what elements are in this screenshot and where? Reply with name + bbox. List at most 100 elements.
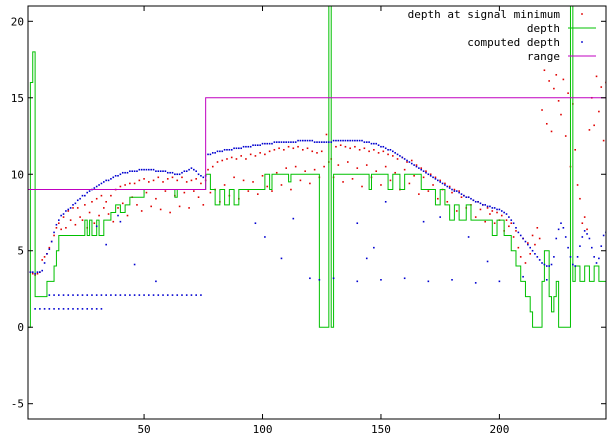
point-computed-depth-249 — [72, 294, 74, 296]
y-tick-label-2: 5 — [17, 245, 24, 258]
point-computed-depth-35 — [112, 176, 115, 179]
point-computed-depth-219 — [548, 265, 550, 267]
point-depth-at-signal-minimum-179 — [453, 188, 456, 191]
point-computed-depth-265 — [148, 294, 150, 296]
point-computed-depth-303 — [545, 279, 548, 281]
point-depth-at-signal-minimum-132 — [342, 181, 344, 183]
point-depth-at-signal-minimum-72 — [200, 182, 202, 185]
point-depth-at-signal-minimum-11 — [55, 227, 58, 229]
point-computed-depth-146 — [375, 142, 378, 145]
point-computed-depth-31 — [103, 181, 105, 183]
point-computed-depth-292 — [309, 277, 311, 280]
point-depth-at-signal-minimum-159 — [406, 161, 408, 163]
point-computed-depth-192 — [484, 204, 486, 206]
point-computed-depth-5 — [41, 269, 44, 272]
point-depth-at-signal-minimum-55 — [159, 208, 162, 211]
point-computed-depth-135 — [349, 139, 351, 142]
point-depth-at-signal-minimum-19 — [74, 223, 77, 226]
point-depth-at-signal-minimum-182 — [460, 196, 463, 198]
point-computed-depth-229 — [572, 263, 574, 266]
point-computed-depth-120 — [313, 141, 316, 143]
point-computed-depth-179 — [453, 190, 456, 192]
point-computed-depth-225 — [562, 227, 565, 229]
point-computed-depth-81 — [221, 150, 224, 153]
point-computed-depth-163 — [415, 165, 418, 168]
point-depth-at-signal-minimum-82 — [223, 184, 226, 186]
point-depth-at-signal-minimum-60 — [171, 176, 174, 179]
point-computed-depth-127 — [330, 141, 333, 143]
point-depth-at-signal-minimum-97 — [259, 152, 261, 154]
point-computed-depth-306 — [280, 257, 283, 260]
point-depth-at-signal-minimum-155 — [396, 158, 399, 160]
point-computed-depth-144 — [370, 142, 373, 145]
point-computed-depth-12 — [58, 219, 60, 221]
point-computed-depth-63 — [178, 173, 181, 176]
point-computed-depth-122 — [318, 141, 321, 143]
point-depth-at-signal-minimum-236 — [588, 129, 591, 131]
x-tick-label-1: 100 — [253, 423, 273, 436]
point-depth-at-signal-minimum-124 — [323, 165, 325, 168]
point-computed-depth-210 — [527, 243, 529, 246]
point-computed-depth-156 — [399, 155, 401, 157]
point-computed-depth-271 — [176, 294, 179, 296]
point-depth-at-signal-minimum-31 — [103, 207, 105, 209]
point-depth-at-signal-minimum-49 — [145, 191, 148, 194]
point-depth-at-signal-minimum-205 — [515, 230, 517, 232]
point-computed-depth-88 — [238, 147, 240, 150]
y-tick-label-3: 10 — [11, 168, 24, 181]
point-computed-depth-13 — [60, 214, 62, 217]
point-computed-depth-274 — [190, 294, 193, 296]
point-computed-depth-264 — [143, 294, 145, 296]
point-depth-at-signal-minimum-219 — [548, 80, 550, 82]
point-computed-depth-42 — [129, 170, 131, 172]
point-depth-at-signal-minimum-87 — [235, 158, 238, 160]
point-computed-depth-56 — [162, 170, 164, 172]
point-computed-depth-32 — [105, 179, 107, 182]
x-tick-label-2: 150 — [371, 423, 391, 436]
point-depth-at-signal-minimum-141 — [363, 147, 366, 150]
legend-sample-0 — [581, 13, 583, 15]
point-depth-at-signal-minimum-165 — [420, 167, 423, 169]
point-computed-depth-259 — [119, 294, 122, 296]
point-computed-depth-318 — [384, 200, 387, 203]
point-depth-at-signal-minimum-129 — [335, 145, 337, 148]
point-computed-depth-273 — [185, 294, 188, 296]
point-depth-at-signal-minimum-153 — [392, 155, 394, 157]
point-computed-depth-189 — [477, 200, 479, 203]
point-depth-at-signal-minimum-203 — [510, 222, 513, 225]
point-computed-depth-3 — [36, 271, 39, 273]
point-computed-depth-300 — [474, 282, 477, 284]
point-computed-depth-141 — [363, 141, 366, 143]
point-computed-depth-153 — [392, 150, 394, 153]
point-computed-depth-173 — [439, 181, 441, 183]
point-computed-depth-202 — [508, 216, 510, 218]
point-computed-depth-166 — [422, 170, 425, 172]
point-computed-depth-214 — [536, 256, 539, 258]
point-computed-depth-321 — [486, 260, 489, 263]
point-computed-depth-171 — [434, 178, 437, 180]
point-computed-depth-48 — [143, 168, 145, 171]
point-computed-depth-109 — [287, 141, 290, 143]
point-computed-depth-217 — [543, 263, 546, 266]
point-computed-depth-70 — [195, 170, 197, 172]
point-depth-at-signal-minimum-136 — [351, 178, 354, 180]
point-computed-depth-298 — [427, 280, 430, 283]
point-depth-at-signal-minimum-149 — [382, 150, 385, 153]
point-depth-at-signal-minimum-233 — [581, 222, 584, 225]
point-computed-depth-151 — [387, 148, 389, 151]
point-depth-at-signal-minimum-172 — [437, 197, 439, 200]
point-depth-at-signal-minimum-38 — [119, 185, 122, 188]
point-depth-at-signal-minimum-62 — [176, 179, 179, 182]
point-depth-at-signal-minimum-58 — [166, 178, 169, 180]
point-depth-at-signal-minimum-98 — [261, 174, 264, 177]
point-computed-depth-100 — [266, 142, 269, 145]
point-depth-at-signal-minimum-192 — [484, 220, 486, 223]
point-depth-at-signal-minimum-220 — [550, 130, 553, 133]
point-depth-at-signal-minimum-68 — [190, 179, 193, 182]
point-depth-at-signal-minimum-213 — [534, 243, 536, 246]
point-computed-depth-244 — [48, 294, 51, 296]
point-depth-at-signal-minimum-224 — [560, 113, 562, 116]
point-computed-depth-102 — [271, 142, 273, 145]
point-computed-depth-20 — [76, 199, 79, 202]
point-computed-depth-147 — [377, 144, 380, 146]
